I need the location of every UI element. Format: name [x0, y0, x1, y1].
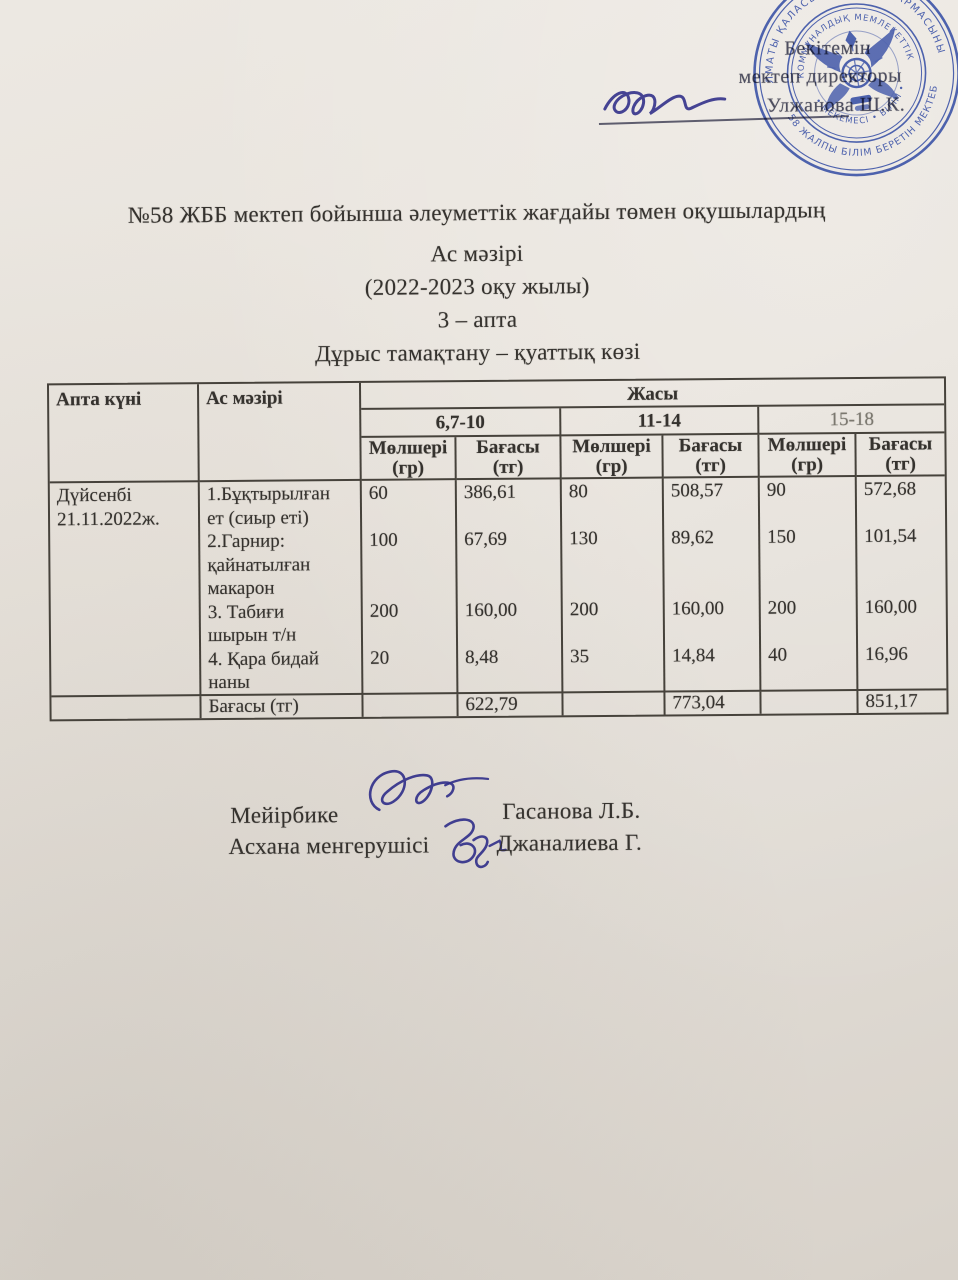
menu-item-line: 4. Қара бидай [208, 647, 320, 670]
price-value: 8,48 [465, 646, 499, 668]
price-value: 386,61 [463, 481, 517, 504]
subheader-price-label: Бағасы [678, 434, 743, 457]
subheader-price-unit: (тг) [885, 453, 917, 475]
subheader-amount-1: Мөлшері (гр) [361, 437, 457, 481]
title-line-1: №58 ЖББ мектеп бойынша әлеуметтік жағдай… [127, 197, 826, 228]
subheader-price-1: Бағасы (тг) [456, 436, 562, 481]
price-value: 572,68 [863, 478, 917, 500]
signatory-name-nurse: Гасанова Л.Б. [502, 797, 641, 824]
subheader-price-3: Бағасы (тг) [856, 433, 945, 478]
title-line-3: (2022-2023 оқу жылы) [364, 273, 590, 300]
col-header-day: Апта күні [48, 384, 200, 484]
menu-item-line: ет (сиыр еті) [206, 506, 309, 529]
subheader-price-unit: (тг) [492, 456, 524, 478]
amount-value: 150 [767, 526, 796, 548]
subheader-amount-label: Мөлшері [572, 435, 651, 458]
price-value: 101,54 [864, 525, 917, 547]
amount-col-age3: 90 150 200 40 [759, 477, 859, 692]
subheader-amount-2: Мөлшері (гр) [561, 435, 664, 480]
kazakhstan-emblem-icon [804, 26, 899, 112]
price-value: 67,69 [464, 528, 508, 551]
school-round-stamp: АЛМАТЫ ҚАЛАСЫ БІЛІМ БАСҚАРМАСЫНЫҢ «№58 Ж… [732, 0, 958, 176]
amount-value: 100 [369, 529, 398, 551]
subheader-price-label: Бағасы [476, 436, 540, 459]
signatory-name-canteen-manager: Джаналиева Г. [496, 829, 643, 856]
subheader-amount-unit: (гр) [791, 454, 824, 476]
price-col-age3: 572,68 101,54 160,00 16,96 [856, 476, 947, 692]
menu-item-line: шырын т/н [207, 624, 297, 647]
signatory-role-nurse: Мейірбике [230, 802, 339, 828]
menu-item-line: қайнатылған [207, 553, 311, 576]
subheader-amount-label: Мөлшері [368, 437, 448, 459]
menu-items-cell: 1.Бұқтырылған ет (сиыр еті) 2.Гарнир: қа… [199, 480, 364, 697]
price-value: 14,84 [672, 644, 715, 666]
menu-item-line: макарон [207, 577, 275, 600]
price-value: 160,00 [864, 596, 918, 618]
day-cell: Дүйсенбі 21.11.2022ж. [49, 482, 202, 698]
price-value: 508,57 [670, 480, 724, 502]
amount-value: 20 [370, 647, 390, 669]
subheader-amount-3: Мөлшері (гр) [759, 434, 857, 478]
subheader-price-2: Бағасы (тг) [663, 434, 760, 479]
price-col-age2: 508,57 89,62 160,00 14,84 [663, 477, 762, 693]
footer-empty-1 [363, 694, 459, 717]
document-title-block: №58 ЖББ мектеп бойынша әлеуметтік жағдай… [0, 193, 957, 372]
footer-empty-day [51, 696, 202, 720]
amount-value: 200 [569, 598, 599, 620]
price-value: 89,62 [671, 527, 715, 549]
price-value: 160,00 [671, 597, 725, 619]
price-value: 16,96 [865, 643, 908, 665]
menu-item-line: наны [208, 671, 250, 694]
age-group-3: 15-18 [759, 405, 945, 435]
canteen-manager-signature [444, 818, 507, 869]
amount-value: 200 [767, 597, 797, 619]
menu-table: Апта күні Ас мәзірі Жасы 6,7-10 11-14 15… [46, 376, 949, 722]
col-header-menu: Ас мәзірі [198, 382, 362, 483]
footer-total-age3: 851,17 [865, 690, 918, 712]
subheader-price-unit: (тг) [695, 455, 727, 477]
subheader-amount-unit: (гр) [595, 455, 628, 478]
amount-value: 40 [768, 644, 788, 666]
subheader-amount-label: Мөлшері [767, 434, 847, 456]
amount-value: 90 [766, 479, 786, 501]
subheader-amount-unit: (гр) [392, 457, 425, 479]
signatory-role-canteen-manager: Асхана менгерушісі [228, 832, 430, 859]
footer-empty-3 [761, 691, 859, 714]
amount-value: 200 [369, 600, 399, 622]
price-col-age1: 386,61 67,69 160,00 8,48 [456, 479, 564, 695]
title-line-5: Дұрыс тамақтану – қуаттық көзі [314, 338, 641, 367]
day-date: 21.11.2022ж. [56, 508, 160, 530]
amount-value: 130 [569, 528, 598, 550]
director-signature [598, 91, 849, 126]
footer-empty-2 [563, 692, 666, 716]
menu-item-line: 1.Бұқтырылған [206, 483, 331, 506]
footer-total-age1: 622,79 [458, 693, 564, 717]
menu-item-line: 3. Табиғи [207, 601, 285, 623]
age-group-2: 11-14 [561, 406, 760, 437]
footer-total-age2: 773,04 [665, 691, 762, 715]
footer-total-label: Бағасы (тг) [201, 694, 364, 719]
nurse-signature [368, 770, 490, 812]
price-value: 160,00 [464, 599, 518, 621]
day-name: Дүйсенбі [56, 484, 132, 507]
amount-value: 35 [570, 645, 590, 667]
amount-value: 80 [568, 481, 588, 503]
subheader-price-label: Бағасы [868, 433, 933, 455]
amount-col-age1: 60 100 200 20 [361, 480, 459, 695]
amount-col-age2: 80 130 200 35 [561, 478, 666, 694]
title-line-4: 3 – апта [437, 306, 518, 333]
title-line-2: Ас мәзірі [430, 240, 524, 267]
amount-value: 60 [368, 482, 388, 504]
menu-item-line: 2.Гарнир: [207, 530, 286, 553]
age-group-1: 6,7-10 [361, 408, 562, 438]
